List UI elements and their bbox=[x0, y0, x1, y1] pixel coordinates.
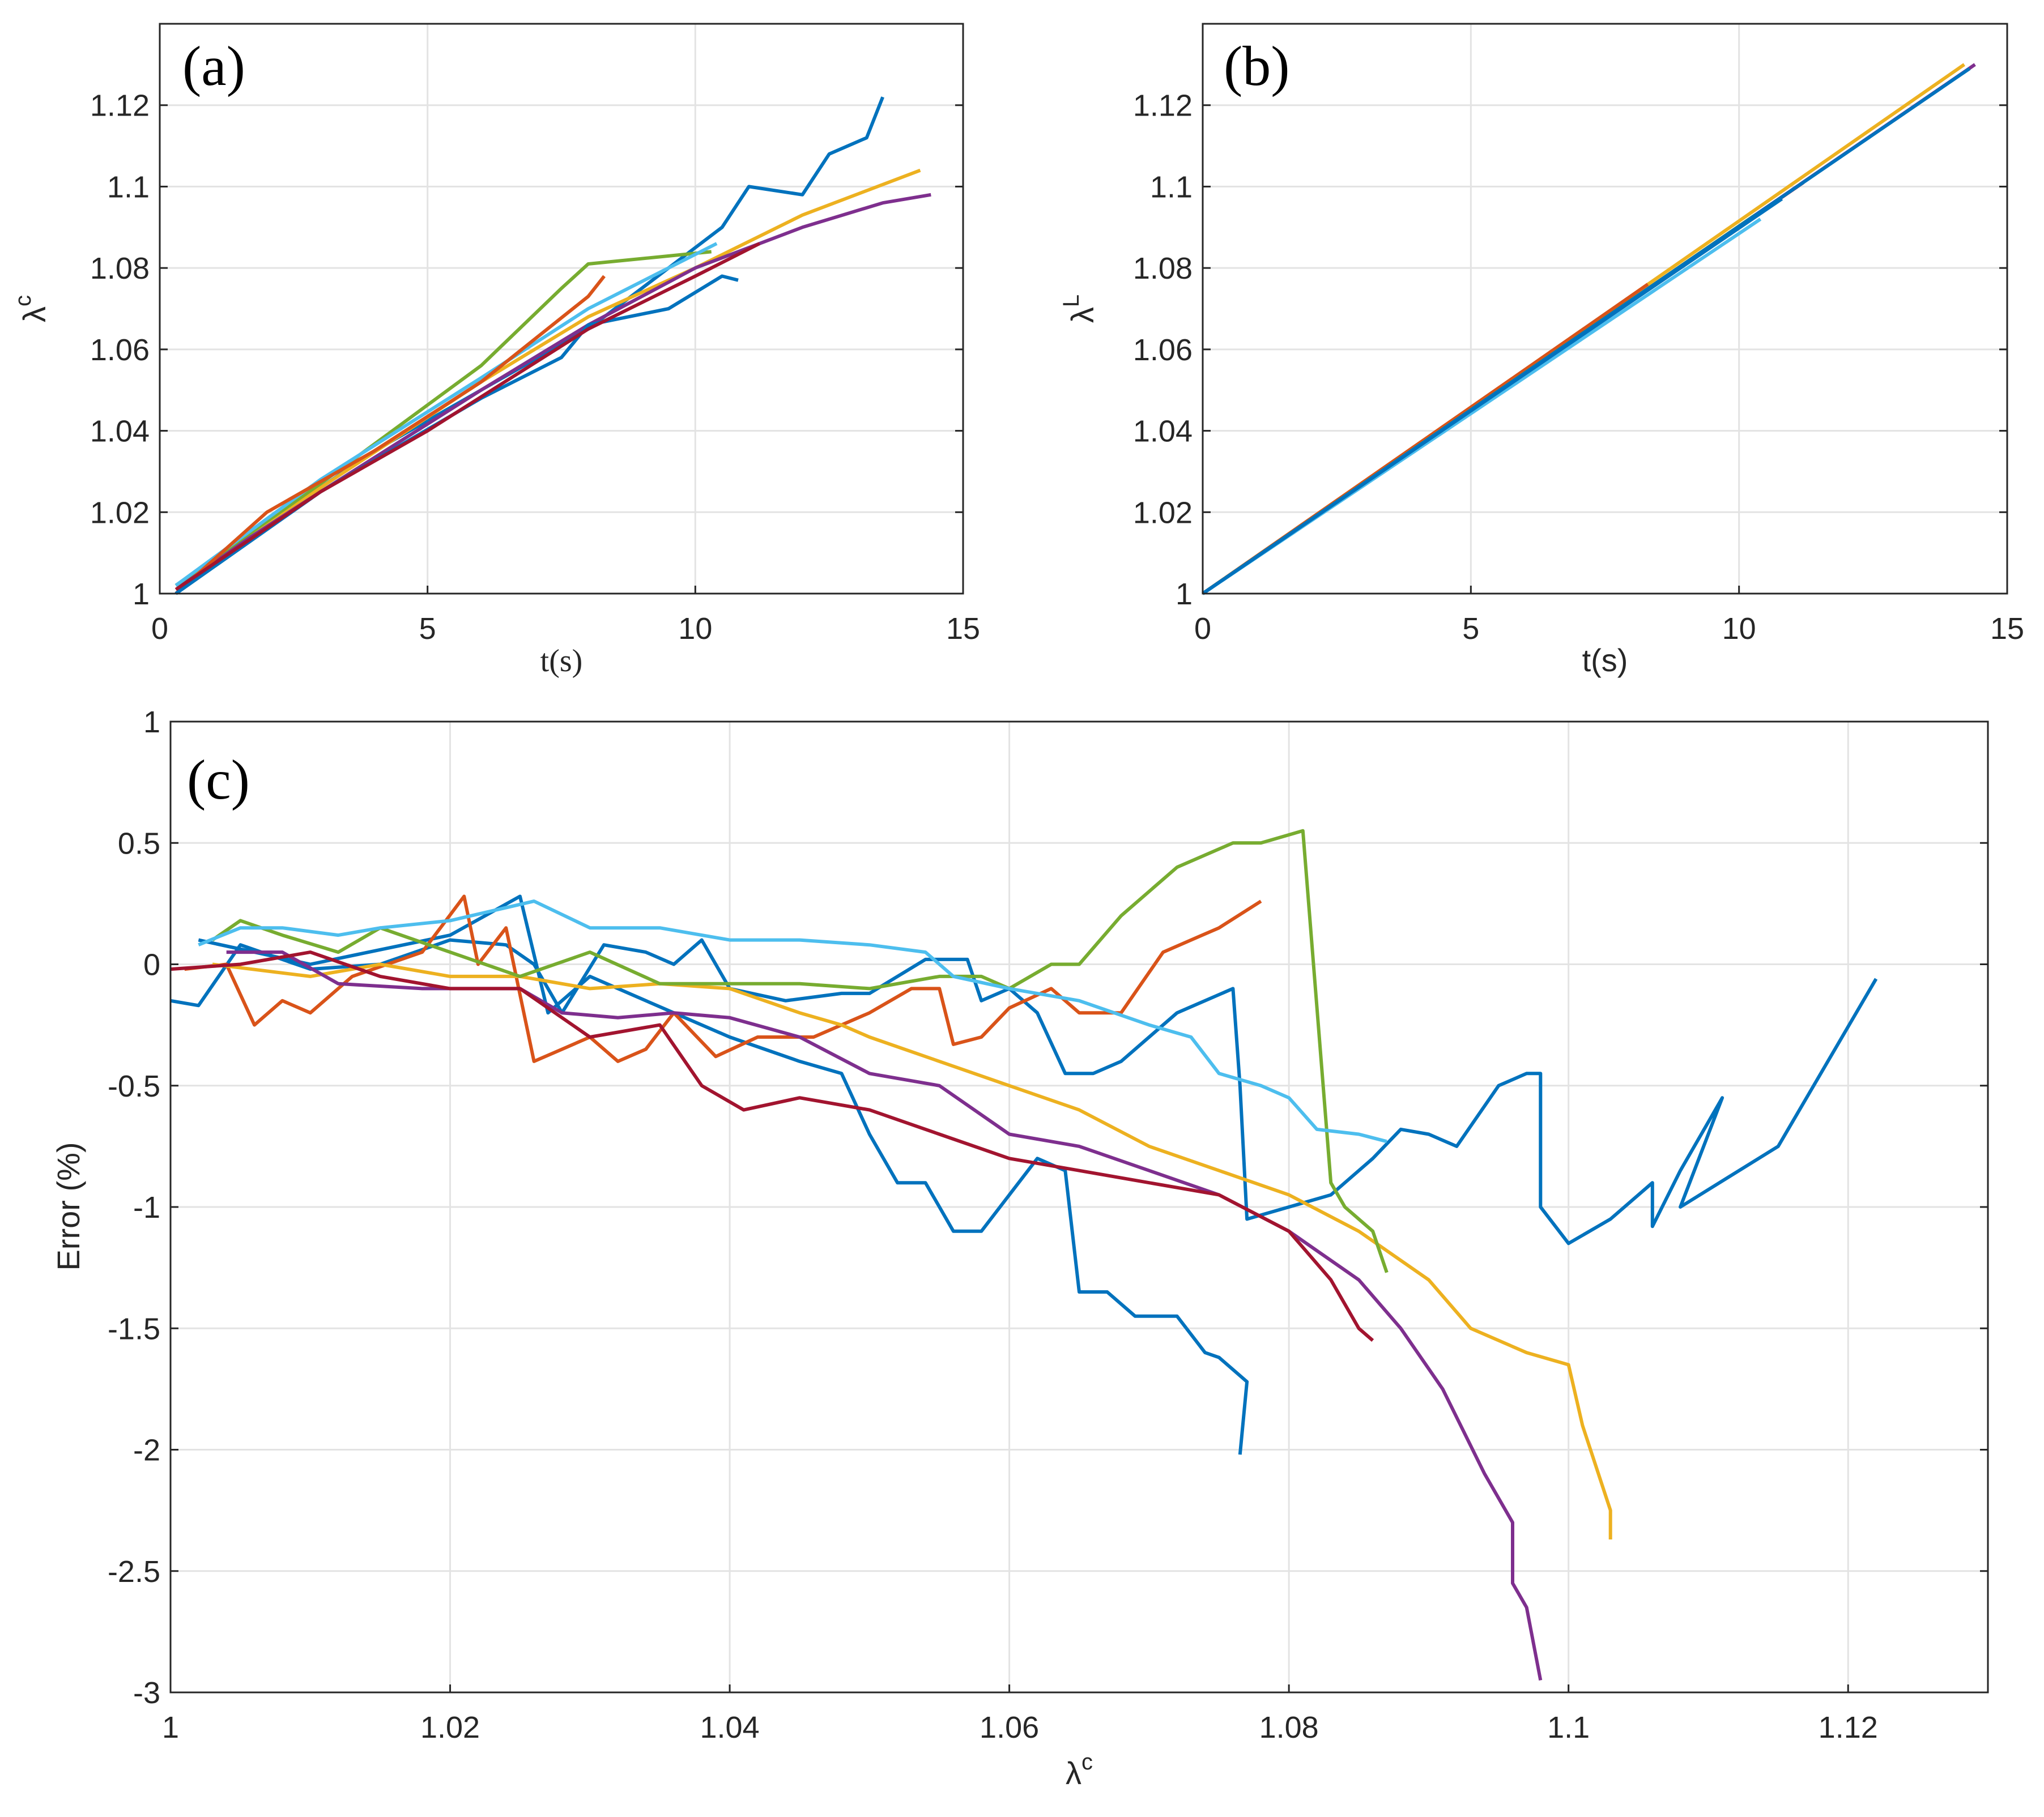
x-tick-label: 1.06 bbox=[980, 1711, 1039, 1745]
y-tick-label: 1.12 bbox=[1133, 89, 1193, 123]
series-line-red-7 bbox=[174, 242, 761, 591]
panel-b: 0 5 10 15 1 1.02 1.04 1.06 1.08 1.1 1.12 (b) t(s) λL bbox=[1059, 23, 2024, 678]
x-tick-label: 15 bbox=[1990, 612, 2024, 646]
x-tick-label: 1.02 bbox=[420, 1711, 480, 1745]
y-tick-label: -0.5 bbox=[108, 1069, 160, 1103]
x-tick-label: 0 bbox=[1194, 612, 1211, 646]
y-tick-label: 1.12 bbox=[90, 89, 150, 123]
series-line-yellow-1 bbox=[174, 168, 921, 587]
y-tick-label: 1.1 bbox=[107, 170, 150, 204]
axes-box bbox=[1202, 23, 2008, 595]
y-axis-label: λL bbox=[1059, 295, 1100, 323]
y-tick-label: -3 bbox=[133, 1676, 160, 1710]
y-tick-label: 1 bbox=[1176, 577, 1193, 611]
series-line-red-7 bbox=[170, 950, 1374, 1342]
x-tick-label: 5 bbox=[419, 612, 436, 646]
y-tick-label: 1.02 bbox=[90, 496, 150, 530]
y-tick-label: 0 bbox=[143, 948, 160, 982]
y-tick-label: 1.04 bbox=[1133, 415, 1193, 449]
panel-a: 0 5 10 15 1 1.02 1.04 1.06 1.08 1.1 1.12 (a) t(s) λc bbox=[11, 23, 980, 679]
x-axis-label-text: t(s) bbox=[540, 643, 583, 679]
series-line-cyan-4 bbox=[174, 242, 718, 587]
x-tick-label: 1 bbox=[162, 1711, 179, 1745]
y-tick-label: 1.06 bbox=[1133, 333, 1193, 367]
x-tick-label: 1.12 bbox=[1819, 1711, 1878, 1745]
x-tick-label: 1.1 bbox=[1547, 1711, 1590, 1745]
x-axis-label: λc bbox=[1066, 1750, 1093, 1791]
series-line-blue-7 bbox=[1202, 67, 1971, 595]
y-axis-label-text: λ bbox=[1064, 307, 1100, 323]
y-tick-label: 1.06 bbox=[90, 333, 150, 367]
y-axis-label-text: λ bbox=[16, 306, 52, 322]
panel-label: (c) bbox=[187, 748, 250, 811]
x-axis-label-text: t(s) bbox=[1582, 642, 1628, 678]
y-axis-label: λc bbox=[11, 295, 52, 322]
series-line-cyan-6 bbox=[198, 899, 1387, 1144]
y-axis-label: Error (%) bbox=[50, 1142, 86, 1270]
y-axis-label-sup: L bbox=[1059, 295, 1084, 307]
axes-box bbox=[159, 23, 964, 595]
y-tick-label: -2.5 bbox=[108, 1555, 160, 1589]
x-tick-label: 1.08 bbox=[1259, 1711, 1319, 1745]
y-tick-label: 1.02 bbox=[1133, 496, 1193, 530]
y-tick-label: 1.1 bbox=[1150, 170, 1193, 204]
y-tick-label: -1 bbox=[133, 1191, 160, 1225]
y-tick-label: 1 bbox=[133, 577, 150, 611]
series-line-green-3 bbox=[174, 250, 712, 587]
y-tick-label: 1.08 bbox=[1133, 251, 1193, 285]
x-tick-label: 1.04 bbox=[700, 1711, 760, 1745]
y-tick-label: 1.08 bbox=[90, 251, 150, 285]
y-tick-label: 1.04 bbox=[90, 415, 150, 449]
axes-box bbox=[169, 720, 1989, 1694]
x-axis-label: t(s) bbox=[1582, 642, 1628, 678]
x-tick-label: 15 bbox=[946, 612, 980, 646]
y-axis-label-text: Error (%) bbox=[50, 1142, 86, 1270]
x-axis-label-text: λ bbox=[1066, 1755, 1081, 1791]
series-line-blue-1 bbox=[198, 894, 1249, 1455]
x-tick-label: 5 bbox=[1462, 612, 1479, 646]
y-tick-label: -1.5 bbox=[108, 1312, 160, 1346]
x-axis-label-sup: c bbox=[1081, 1750, 1093, 1775]
y-axis-label-sup: c bbox=[11, 295, 36, 306]
x-tick-label: 0 bbox=[151, 612, 168, 646]
panel-label: (b) bbox=[1224, 35, 1290, 97]
x-tick-label: 10 bbox=[678, 612, 712, 646]
panel-c: 1 1.02 1.04 1.06 1.08 1.1 1.12 -3 -2.5 -2 -1.5 -1 -0… bbox=[50, 705, 1989, 1791]
series-line-orange-5 bbox=[174, 275, 606, 595]
y-tick-label: 0.5 bbox=[118, 826, 160, 860]
panel-label: (a) bbox=[182, 35, 245, 97]
y-tick-label: 1 bbox=[143, 705, 160, 739]
x-tick-label: 10 bbox=[1722, 612, 1756, 646]
y-tick-label: -2 bbox=[133, 1434, 160, 1468]
x-axis-label: t(s) bbox=[540, 643, 583, 679]
